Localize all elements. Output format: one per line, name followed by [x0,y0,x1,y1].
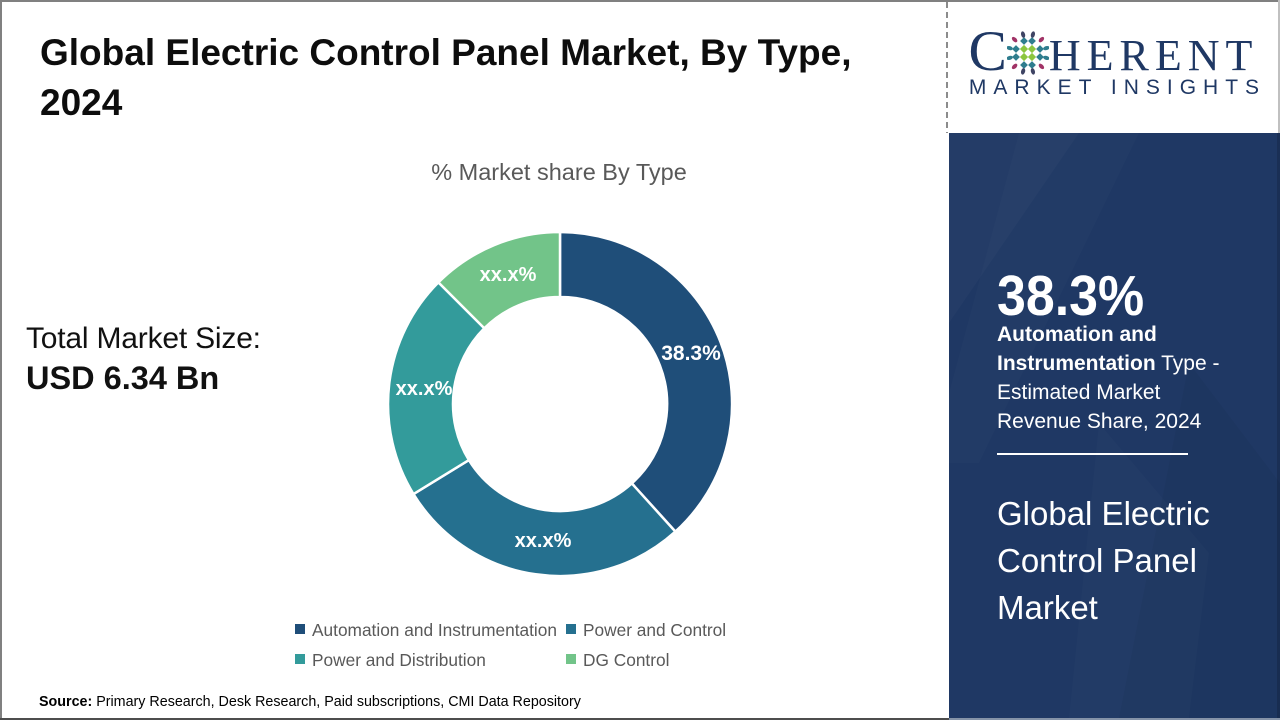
svg-text:xx.x%: xx.x% [515,530,572,552]
svg-text:xx.x%: xx.x% [480,264,537,286]
svg-text:xx.x%: xx.x% [396,378,453,400]
svg-text:38.3%: 38.3% [661,342,721,365]
